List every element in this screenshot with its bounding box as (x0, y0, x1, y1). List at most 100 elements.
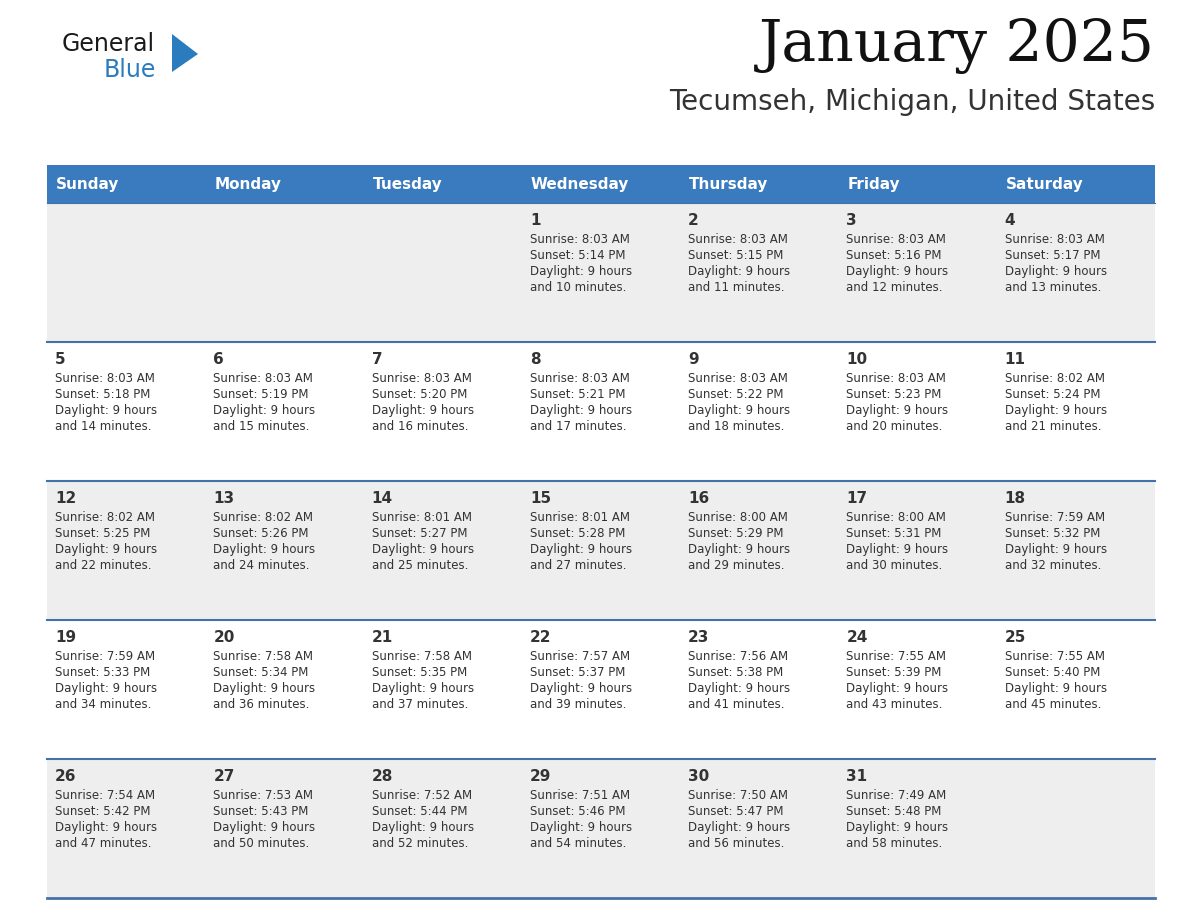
Text: Daylight: 9 hours: Daylight: 9 hours (372, 404, 474, 417)
Bar (364, 165, 522, 203)
Bar (997, 165, 1155, 203)
Text: and 43 minutes.: and 43 minutes. (846, 698, 943, 711)
Text: Sunrise: 7:59 AM: Sunrise: 7:59 AM (55, 650, 156, 663)
Text: Sunrise: 8:03 AM: Sunrise: 8:03 AM (530, 233, 630, 246)
Text: 25: 25 (1005, 630, 1026, 645)
Text: Sunset: 5:18 PM: Sunset: 5:18 PM (55, 388, 151, 401)
Text: 29: 29 (530, 769, 551, 784)
Text: 10: 10 (846, 352, 867, 367)
Text: and 52 minutes.: and 52 minutes. (372, 837, 468, 850)
Text: 9: 9 (688, 352, 699, 367)
Text: Daylight: 9 hours: Daylight: 9 hours (688, 682, 790, 695)
Text: Monday: Monday (214, 176, 282, 192)
Text: Sunset: 5:27 PM: Sunset: 5:27 PM (372, 527, 467, 540)
Text: Sunset: 5:22 PM: Sunset: 5:22 PM (688, 388, 784, 401)
Text: and 17 minutes.: and 17 minutes. (530, 420, 626, 433)
Text: Sunrise: 7:56 AM: Sunrise: 7:56 AM (688, 650, 789, 663)
Text: 5: 5 (55, 352, 65, 367)
Text: Daylight: 9 hours: Daylight: 9 hours (372, 821, 474, 834)
Text: Sunrise: 8:01 AM: Sunrise: 8:01 AM (530, 511, 630, 524)
Text: Sunrise: 7:53 AM: Sunrise: 7:53 AM (214, 789, 314, 802)
Text: Sunrise: 8:00 AM: Sunrise: 8:00 AM (688, 511, 788, 524)
Text: 28: 28 (372, 769, 393, 784)
Text: and 24 minutes.: and 24 minutes. (214, 559, 310, 572)
Text: Friday: Friday (847, 176, 901, 192)
Text: 18: 18 (1005, 491, 1026, 506)
Text: Sunrise: 8:02 AM: Sunrise: 8:02 AM (55, 511, 154, 524)
Text: and 11 minutes.: and 11 minutes. (688, 281, 784, 294)
Text: Sunset: 5:28 PM: Sunset: 5:28 PM (530, 527, 625, 540)
Bar (48, 342, 1155, 481)
Text: 3: 3 (846, 213, 857, 228)
Text: 19: 19 (55, 630, 76, 645)
Text: 15: 15 (530, 491, 551, 506)
Text: and 18 minutes.: and 18 minutes. (688, 420, 784, 433)
Text: Sunset: 5:23 PM: Sunset: 5:23 PM (846, 388, 942, 401)
Text: Sunset: 5:19 PM: Sunset: 5:19 PM (214, 388, 309, 401)
Text: Sunrise: 7:55 AM: Sunrise: 7:55 AM (1005, 650, 1105, 663)
Text: Sunrise: 8:03 AM: Sunrise: 8:03 AM (846, 233, 947, 246)
Text: Sunset: 5:44 PM: Sunset: 5:44 PM (372, 805, 467, 818)
Text: Daylight: 9 hours: Daylight: 9 hours (530, 682, 632, 695)
Text: January 2025: January 2025 (759, 18, 1155, 74)
Text: 4: 4 (1005, 213, 1016, 228)
Text: Daylight: 9 hours: Daylight: 9 hours (530, 543, 632, 556)
Text: Sunset: 5:17 PM: Sunset: 5:17 PM (1005, 249, 1100, 262)
Bar (839, 165, 997, 203)
Text: 21: 21 (372, 630, 393, 645)
Text: Daylight: 9 hours: Daylight: 9 hours (530, 821, 632, 834)
Text: and 20 minutes.: and 20 minutes. (846, 420, 943, 433)
Text: Sunrise: 7:50 AM: Sunrise: 7:50 AM (688, 789, 788, 802)
Text: Sunrise: 7:54 AM: Sunrise: 7:54 AM (55, 789, 156, 802)
Text: 27: 27 (214, 769, 235, 784)
Text: Sunrise: 8:03 AM: Sunrise: 8:03 AM (530, 372, 630, 385)
Text: Sunrise: 8:03 AM: Sunrise: 8:03 AM (372, 372, 472, 385)
Text: Tuesday: Tuesday (373, 176, 442, 192)
Text: Sunrise: 7:58 AM: Sunrise: 7:58 AM (372, 650, 472, 663)
Text: and 47 minutes.: and 47 minutes. (55, 837, 152, 850)
Text: and 16 minutes.: and 16 minutes. (372, 420, 468, 433)
Text: 24: 24 (846, 630, 867, 645)
Text: Daylight: 9 hours: Daylight: 9 hours (688, 543, 790, 556)
Text: Sunrise: 8:03 AM: Sunrise: 8:03 AM (846, 372, 947, 385)
Text: Wednesday: Wednesday (531, 176, 630, 192)
Bar (206, 165, 364, 203)
Text: Daylight: 9 hours: Daylight: 9 hours (55, 404, 157, 417)
Text: Daylight: 9 hours: Daylight: 9 hours (214, 821, 315, 834)
Text: and 45 minutes.: and 45 minutes. (1005, 698, 1101, 711)
Text: 7: 7 (372, 352, 383, 367)
Text: Daylight: 9 hours: Daylight: 9 hours (530, 404, 632, 417)
Bar (522, 165, 681, 203)
Text: and 21 minutes.: and 21 minutes. (1005, 420, 1101, 433)
Text: Sunset: 5:39 PM: Sunset: 5:39 PM (846, 666, 942, 679)
Text: Sunday: Sunday (56, 176, 119, 192)
Text: and 13 minutes.: and 13 minutes. (1005, 281, 1101, 294)
Text: and 41 minutes.: and 41 minutes. (688, 698, 784, 711)
Text: Sunrise: 8:03 AM: Sunrise: 8:03 AM (55, 372, 154, 385)
Text: Sunrise: 8:03 AM: Sunrise: 8:03 AM (1005, 233, 1105, 246)
Text: 14: 14 (372, 491, 393, 506)
Text: 22: 22 (530, 630, 551, 645)
Text: Sunset: 5:32 PM: Sunset: 5:32 PM (1005, 527, 1100, 540)
Text: and 27 minutes.: and 27 minutes. (530, 559, 626, 572)
Text: Daylight: 9 hours: Daylight: 9 hours (846, 821, 948, 834)
Text: Sunset: 5:31 PM: Sunset: 5:31 PM (846, 527, 942, 540)
Text: Sunset: 5:26 PM: Sunset: 5:26 PM (214, 527, 309, 540)
Text: 13: 13 (214, 491, 234, 506)
Text: and 37 minutes.: and 37 minutes. (372, 698, 468, 711)
Text: Daylight: 9 hours: Daylight: 9 hours (1005, 543, 1107, 556)
Text: Sunrise: 8:02 AM: Sunrise: 8:02 AM (214, 511, 314, 524)
Text: 8: 8 (530, 352, 541, 367)
Bar (48, 165, 206, 203)
Text: and 54 minutes.: and 54 minutes. (530, 837, 626, 850)
Text: and 14 minutes.: and 14 minutes. (55, 420, 152, 433)
Bar (48, 203, 1155, 342)
Text: Daylight: 9 hours: Daylight: 9 hours (1005, 265, 1107, 278)
Text: Sunrise: 8:01 AM: Sunrise: 8:01 AM (372, 511, 472, 524)
Text: Daylight: 9 hours: Daylight: 9 hours (55, 682, 157, 695)
Bar (48, 620, 1155, 759)
Text: Sunrise: 8:03 AM: Sunrise: 8:03 AM (688, 372, 788, 385)
Text: Sunrise: 7:59 AM: Sunrise: 7:59 AM (1005, 511, 1105, 524)
Text: Sunrise: 7:55 AM: Sunrise: 7:55 AM (846, 650, 947, 663)
Text: Daylight: 9 hours: Daylight: 9 hours (214, 543, 315, 556)
